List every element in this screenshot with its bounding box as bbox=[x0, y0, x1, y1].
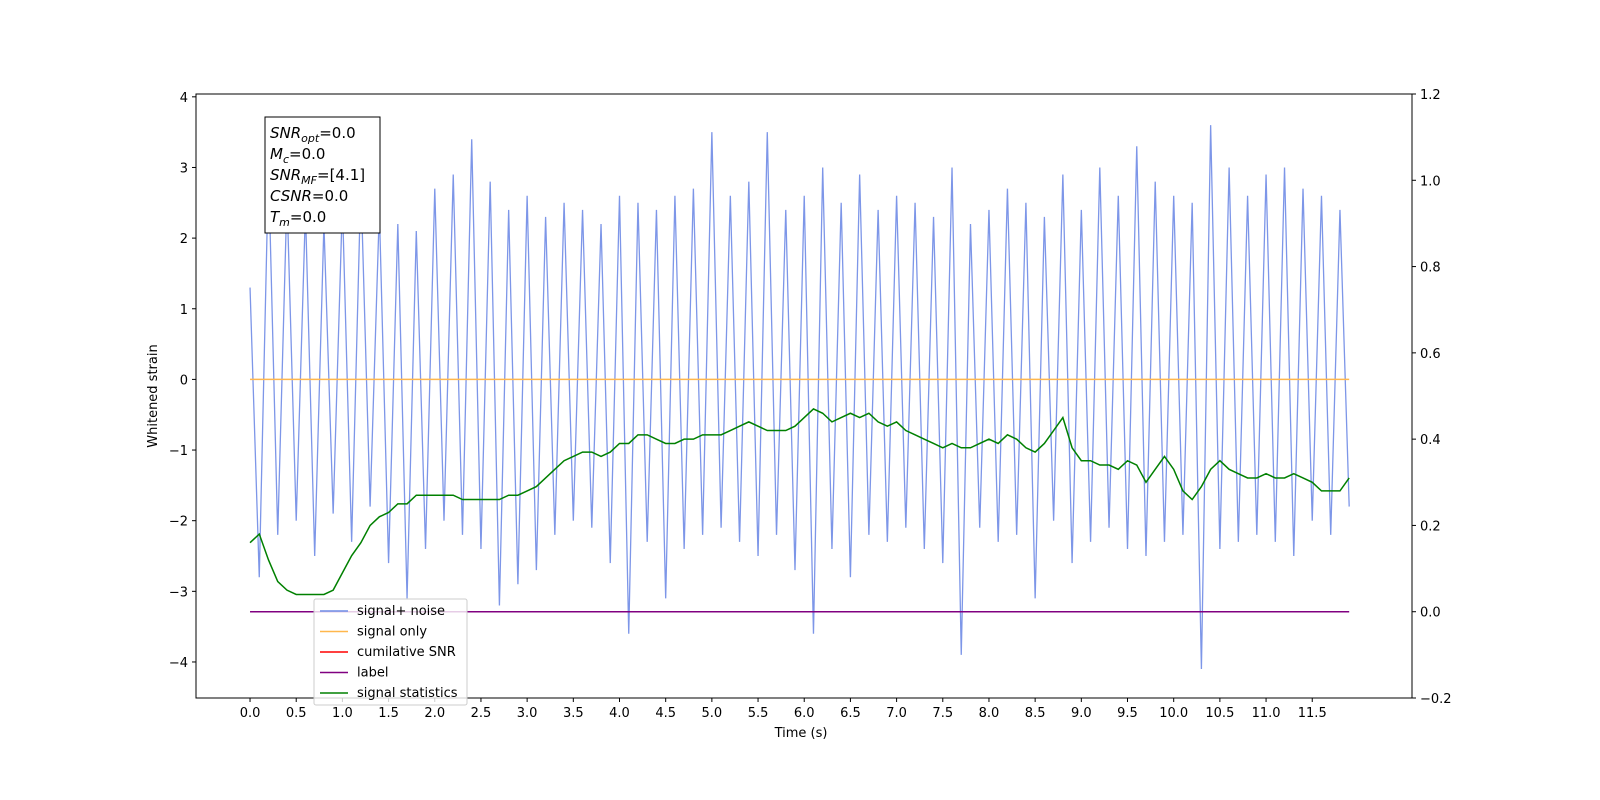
legend: signal+ noise signal only cumilative SNR la… bbox=[313, 598, 468, 706]
legend-label: label bbox=[357, 666, 388, 681]
x-tick-label: 5.5 bbox=[748, 706, 769, 721]
x-tick-label: 10.5 bbox=[1205, 706, 1234, 721]
x-tick-label: 9.5 bbox=[1117, 706, 1138, 721]
annotation-symbol: CSNR bbox=[270, 187, 312, 205]
x-tick-label: 8.5 bbox=[1025, 706, 1046, 721]
annotation-line: SNRMF=[4.1] bbox=[270, 166, 365, 187]
x-tick-label: 7.0 bbox=[886, 706, 907, 721]
series-line bbox=[249, 408, 1350, 596]
y-tick-label: 4 bbox=[180, 91, 188, 106]
y2-tick-label: 0.4 bbox=[1420, 433, 1441, 448]
y-tick-label: 3 bbox=[180, 161, 188, 176]
annotation-subscript: m bbox=[279, 216, 290, 229]
annotation-symbol: SNR bbox=[270, 166, 301, 184]
y2-tick-label: −0.2 bbox=[1420, 692, 1452, 707]
y-tick-label: 1 bbox=[180, 303, 188, 318]
annotation-value: =0.0 bbox=[289, 145, 325, 163]
x-tick-label: 8.0 bbox=[979, 706, 1000, 721]
x-tick-label: 10.0 bbox=[1159, 706, 1188, 721]
y-tick-label: −2 bbox=[169, 515, 188, 530]
x-tick-label: 6.0 bbox=[794, 706, 815, 721]
x-tick-label: 6.5 bbox=[840, 706, 861, 721]
x-tick-label: 1.0 bbox=[332, 706, 353, 721]
plot-frame bbox=[195, 93, 1413, 699]
x-axis-label: Time (s) bbox=[774, 726, 828, 741]
x-tick-label: 4.5 bbox=[655, 706, 676, 721]
x-tick-label: 0.5 bbox=[286, 706, 307, 721]
x-tick-label: 1.5 bbox=[378, 706, 399, 721]
annotation-line: SNRopt=0.0 bbox=[270, 124, 356, 145]
x-tick-label: 11.5 bbox=[1298, 706, 1327, 721]
annotation-line: Mc=0.0 bbox=[270, 145, 325, 166]
y-axis-label: Whitened strain bbox=[146, 344, 161, 447]
x-tick-label: 11.0 bbox=[1252, 706, 1281, 721]
y-tick-label: 0 bbox=[180, 373, 188, 388]
x-tick-label: 3.0 bbox=[517, 706, 538, 721]
legend-label: signal+ noise bbox=[357, 604, 445, 619]
y2-tick-label: 0.8 bbox=[1420, 261, 1441, 276]
legend-frame bbox=[313, 598, 468, 706]
annotation-subscript: MF bbox=[301, 174, 317, 187]
annotation-line: CSNR=0.0 bbox=[270, 187, 348, 205]
y2-tick-label: 0.0 bbox=[1420, 606, 1441, 621]
annotation-box: SNRopt=0.0Mc=0.0SNRMF=[4.1]CSNR=0.0Tm=0.… bbox=[264, 116, 381, 234]
x-tick-label: 5.0 bbox=[702, 706, 723, 721]
x-tick-label: 3.5 bbox=[563, 706, 584, 721]
annotation-frame bbox=[264, 116, 381, 234]
y-tick-label: −1 bbox=[169, 444, 188, 459]
y2-tick-label: 0.2 bbox=[1420, 519, 1441, 534]
x-tick-label: 0.0 bbox=[240, 706, 261, 721]
annotation-symbol: M bbox=[270, 145, 283, 163]
x-tick-label: 4.0 bbox=[609, 706, 630, 721]
legend-label: signal statistics bbox=[357, 686, 458, 701]
series-line bbox=[249, 125, 1350, 670]
annotation-subscript: opt bbox=[301, 132, 320, 145]
legend-label: cumilative SNR bbox=[357, 645, 456, 660]
annotation-value: =0.0 bbox=[319, 124, 355, 142]
x-tick-label: 9.0 bbox=[1071, 706, 1092, 721]
y2-tick-label: 1.0 bbox=[1420, 174, 1441, 189]
annotation-value: =0.0 bbox=[290, 208, 326, 226]
y-tick-label: −3 bbox=[169, 585, 188, 600]
annotation-symbol: T bbox=[270, 208, 281, 226]
x-tick-label: 2.0 bbox=[424, 706, 445, 721]
annotation-subscript: c bbox=[283, 153, 289, 166]
annotation-symbol: SNR bbox=[270, 124, 301, 142]
y2-tick-label: 0.6 bbox=[1420, 347, 1441, 362]
annotation-line: Tm=0.0 bbox=[270, 208, 326, 229]
x-tick-label: 2.5 bbox=[471, 706, 492, 721]
x-tick-label: 7.5 bbox=[932, 706, 953, 721]
y-tick-label: 2 bbox=[180, 232, 188, 247]
y2-tick-label: 1.2 bbox=[1420, 88, 1441, 103]
annotation-value: =[4.1] bbox=[317, 166, 365, 184]
legend-label: signal only bbox=[357, 625, 427, 640]
y-tick-label: −4 bbox=[169, 656, 188, 671]
annotation-value: =0.0 bbox=[312, 187, 348, 205]
